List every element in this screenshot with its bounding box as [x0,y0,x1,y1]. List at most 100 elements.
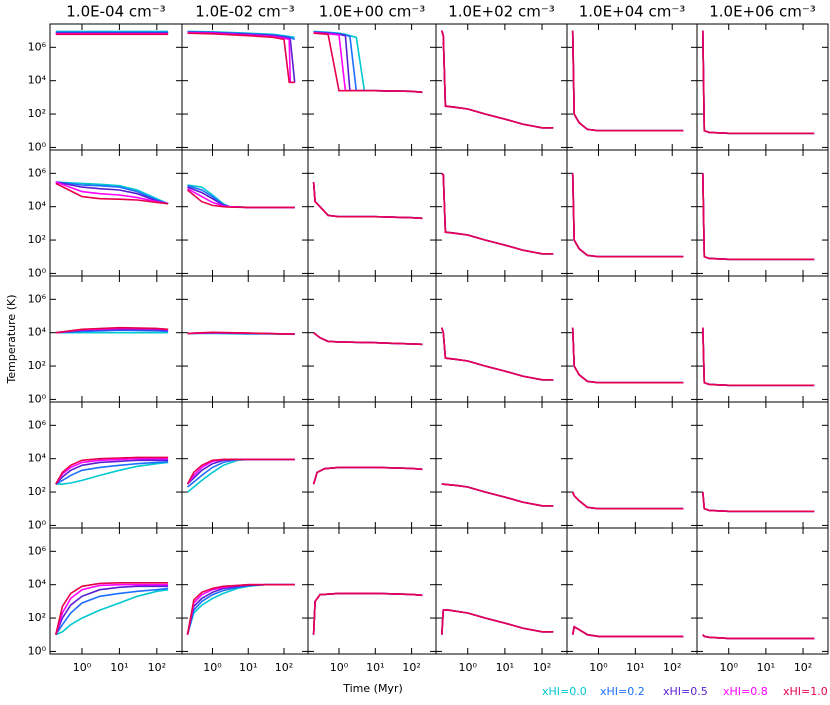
temperature-curve [571,30,684,132]
y-tick-label: 10² [28,359,46,372]
temperature-curve [441,327,554,381]
temperature-curve [313,332,423,346]
temperature-curve [571,327,684,384]
y-tick-label: 10⁶ [28,40,47,53]
temperature-curve [312,466,423,485]
x-tick-label: 10² [148,661,166,674]
temperature-curve [312,592,423,635]
temperature-curve [571,327,684,384]
legend-entry: xHI=0.5 [663,685,708,698]
x-tick-label: 10⁰ [330,661,349,674]
temperature-curve [571,327,684,384]
temperature-curve [55,326,169,334]
y-tick-label: 10⁰ [28,518,47,531]
temperature-curve [55,461,169,485]
y-tick-label: 10⁴ [28,452,47,465]
y-tick-label: 10⁴ [28,200,47,213]
temperature-curve [571,30,684,132]
x-tick-label: 10¹ [110,661,128,674]
temperature-curve [312,592,423,635]
temperature-curve [313,32,423,94]
legend-entry: xHI=0.8 [723,685,768,698]
x-tick-label: 10⁰ [459,661,478,674]
panel-frame [435,275,568,403]
x-tick-label: 10¹ [757,661,775,674]
temperature-curve [702,173,815,261]
y-tick-label: 10² [28,611,46,624]
temperature-curve [55,181,169,205]
temperature-curve [702,327,815,387]
temperature-curve [187,458,295,488]
panel-frame [696,275,829,403]
temperature-curve [441,327,554,381]
y-tick-label: 10² [28,233,46,246]
temperature-curve [441,483,554,507]
temperature-curve [571,327,684,384]
panel-frame [181,527,309,655]
x-tick-label: 10¹ [366,661,384,674]
panel-frame [181,401,309,529]
temperature-curve [312,181,423,220]
panel-frame [181,149,309,277]
temperature-curve [571,491,684,510]
panel-frame [307,401,437,529]
temperature-curve [441,30,554,129]
temperature-curve [571,491,684,510]
temperature-curve [571,491,684,510]
temperature-curve [702,30,815,135]
y-tick-label: 10⁰ [28,140,47,153]
y-axis-label: Temperature (K) [5,295,18,385]
temperature-curve [187,331,295,335]
panel-frame [49,275,183,403]
temperature-curve [55,583,169,635]
y-tick-label: 10⁰ [28,644,47,657]
temperature-curve [55,585,169,635]
temperature-curve [702,173,815,261]
legend-entry: xHI=0.0 [542,685,587,698]
temperature-curve [441,172,554,255]
y-tick-label: 10⁶ [28,166,47,179]
temperature-curve [55,457,169,485]
temperature-curve [441,609,554,635]
temperature-curve [55,459,169,485]
panel-frame [435,401,568,529]
temperature-curve [702,30,815,135]
column-title: 1.0E+04 cm⁻³ [579,3,686,21]
temperature-curve [187,184,295,209]
panel-frame [435,23,568,151]
temperature-curve [571,491,684,510]
temperature-curve [55,588,169,636]
temperature-curve [702,173,815,261]
panel-frame [435,149,568,277]
x-tick-label: 10¹ [496,661,514,674]
panel-frame [696,149,829,277]
temperature-curve [55,456,169,485]
temperature-curve [571,30,684,132]
temperature-curve [702,327,815,387]
temperature-curve [571,173,684,258]
y-tick-label: 10⁶ [28,418,47,431]
temperature-curve [702,30,815,135]
column-title: 1.0E+02 cm⁻³ [448,3,555,21]
temperature-curve [441,30,554,129]
temperature-curve [312,181,423,220]
temperature-curve [187,32,295,84]
x-tick-label: 10⁰ [589,661,608,674]
y-tick-label: 10⁴ [28,326,47,339]
temperature-curve [312,466,423,485]
panel-frame [307,149,437,277]
temperature-curve [702,492,815,513]
temperature-curve [441,30,554,129]
temperature-curve [187,31,296,83]
x-tick-label: 10¹ [239,661,257,674]
temperature-curve [702,492,815,513]
panel-frame [566,527,698,655]
temperature-curve [702,492,815,513]
panel-frame [181,275,309,403]
temperature-curve [186,458,295,485]
temperature-curve [312,592,423,635]
temperature-curve [571,173,684,258]
temperature-curve [441,327,554,381]
temperature-curve [441,30,554,129]
